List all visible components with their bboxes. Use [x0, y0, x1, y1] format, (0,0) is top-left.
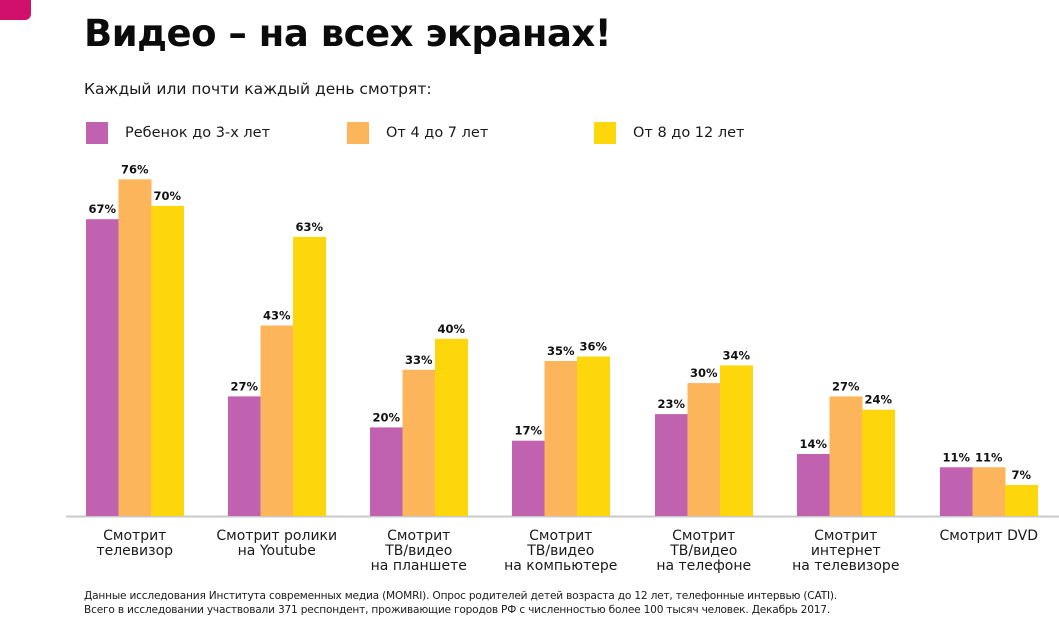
footnote-line: Всего в исследовании участвовали 371 рес… [84, 604, 830, 616]
bar-value-label: 11% [975, 450, 1003, 464]
bar [370, 427, 403, 516]
bar-group: 11% 11% 7% Смотрит DVD [939, 450, 1038, 544]
bar-value-label: 7% [1011, 468, 1031, 482]
bar [940, 467, 973, 516]
bar [797, 453, 830, 516]
bar [655, 414, 688, 516]
legend-label: От 4 до 7 лет [386, 125, 489, 141]
bar-group: 17% 35% 36% Смотрит ТВ/видео на компьютере [504, 340, 617, 574]
legend-item-age-8-12: От 8 до 12 лет [594, 121, 745, 145]
bar-value-label: 17% [514, 424, 542, 438]
category-label: Смотрит ролики на Youtube [216, 528, 337, 559]
bar [687, 383, 721, 516]
brand-corner-tab [0, 0, 31, 20]
bar [435, 338, 468, 516]
category-label-line: на Youtube [238, 543, 316, 559]
legend-swatch [86, 122, 108, 144]
category-label: Смотрит ТВ/видео на компьютере [504, 528, 617, 574]
bar [544, 360, 578, 516]
bar-value-label: 11% [942, 450, 970, 464]
bar-group: 14% 27% 24% Смотрит интернет на телевизоре [792, 379, 899, 574]
category-label-line: на планшете [371, 558, 467, 574]
bar [972, 467, 1006, 516]
category-label-line: Смотрит [814, 528, 877, 544]
category-label-line: Смотрит [103, 528, 166, 544]
bar-value-label: 63% [295, 220, 323, 234]
bar-value-label: 43% [263, 309, 291, 323]
bar [260, 325, 294, 516]
legend-label: Ребенок до 3-х лет [125, 125, 271, 141]
category-label-line: ТВ/видео [384, 543, 452, 559]
bar-value-label: 35% [547, 344, 575, 358]
legend-swatch [347, 122, 369, 144]
bar-value-label: 24% [864, 393, 892, 407]
bar [720, 365, 753, 516]
category-label-line: Смотрит [387, 528, 450, 544]
category-label: Смотрит ТВ/видео на планшете [371, 528, 467, 574]
bar-value-label: 27% [230, 379, 258, 393]
bar-value-label: 20% [372, 410, 400, 424]
category-label: Смотрит ТВ/видео на телефоне [656, 528, 751, 574]
bar [1005, 484, 1038, 516]
bar-value-label: 33% [405, 353, 433, 367]
category-label-line: Смотрит DVD [939, 528, 1038, 544]
bar-value-label: 76% [121, 162, 149, 176]
bar-value-label: 40% [437, 322, 465, 336]
bar-group: 67% 76% 70% Смотрит телевизор [86, 162, 184, 559]
bar-value-label: 30% [690, 366, 718, 380]
category-label-line: ТВ/видео [669, 543, 737, 559]
bar-value-label: 67% [88, 202, 116, 216]
bar [512, 440, 545, 516]
category-label: Смотрит интернет на телевизоре [792, 528, 899, 574]
bar [151, 205, 184, 516]
bar-value-label: 14% [799, 437, 827, 451]
legend-item-age-4-7: От 4 до 7 лет [347, 121, 488, 145]
chart-subtitle: Каждый или почти каждый день смотрят: [84, 80, 432, 98]
bar-group: 20% 33% 40% Смотрит ТВ/видео на планшете [370, 322, 468, 574]
bar [829, 396, 863, 516]
category-label-line: телевизор [96, 543, 173, 559]
bar [228, 396, 261, 516]
footnote-line: Данные исследования Института современны… [84, 590, 838, 602]
category-label-line: интернет [811, 543, 881, 559]
bar-value-label: 27% [832, 379, 860, 393]
legend-item-age-0-3: Ребенок до 3-х лет [86, 121, 270, 145]
category-label-line: Смотрит [529, 528, 592, 544]
category-label-line: на компьютере [504, 558, 617, 574]
bar-value-label: 70% [153, 189, 181, 203]
bar [86, 219, 119, 516]
bar [293, 236, 326, 516]
bar-value-label: 23% [657, 397, 685, 411]
category-label: Смотрит телевизор [96, 528, 173, 559]
category-label-line: на телевизоре [792, 558, 899, 574]
bar-value-label: 34% [722, 348, 750, 362]
bar [577, 356, 610, 516]
bar [402, 369, 436, 516]
bar-group: 23% 30% 34% Смотрит ТВ/видео на телефоне [655, 348, 753, 574]
category-label-line: на телефоне [656, 558, 751, 574]
bar-group: 27% 43% 63% Смотрит ролики на Youtube [216, 220, 337, 559]
legend-label: От 8 до 12 лет [633, 125, 745, 141]
category-label-line: Смотрит [672, 528, 735, 544]
footnote: Данные исследования Института современны… [84, 589, 837, 617]
bar-value-label: 36% [579, 340, 607, 354]
category-label-line: ТВ/видео [526, 543, 594, 559]
category-label: Смотрит DVD [939, 528, 1038, 544]
legend-swatch [594, 122, 616, 144]
bar [862, 409, 895, 516]
page-title: Видео – на всех экранах! [84, 12, 612, 55]
category-label-line: Смотрит ролики [216, 528, 337, 544]
bar [118, 179, 152, 516]
